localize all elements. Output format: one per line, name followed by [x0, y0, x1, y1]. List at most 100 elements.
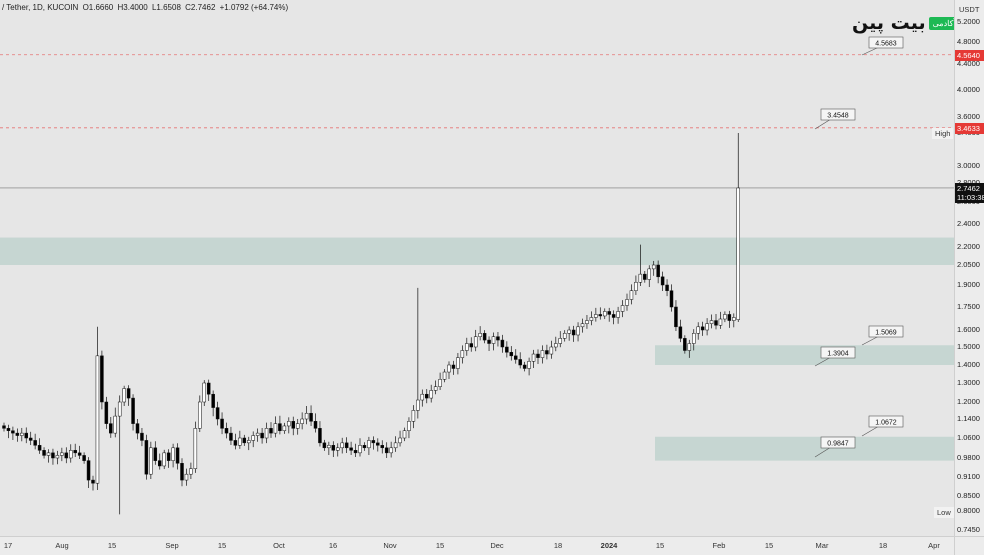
chart-area[interactable]: 4.5683 3.4548 1.5069 1.3904 1.0672 0.9847: [0, 0, 954, 536]
candle-body: [69, 450, 73, 459]
candle-body: [380, 445, 384, 449]
candle-body: [554, 343, 558, 348]
candle-body: [206, 382, 211, 395]
candle: [660, 271, 665, 291]
candle: [46, 449, 51, 463]
time-tick-label: Aug: [55, 541, 69, 550]
candle: [549, 340, 554, 359]
candle: [229, 426, 233, 446]
callout-leader: [861, 425, 880, 437]
callout-leader: [814, 118, 832, 130]
candle-body: [611, 314, 616, 318]
price-tick-label: 1.4000: [957, 360, 980, 369]
candle-body: [669, 290, 674, 308]
time-tick-label: 16: [328, 541, 338, 550]
candle: [202, 380, 206, 407]
candle: [456, 352, 460, 375]
candle: [482, 330, 487, 344]
candle-body: [251, 435, 255, 441]
candle-body: [344, 442, 349, 449]
price-tick-label: 0.8500: [957, 491, 980, 500]
candle: [344, 437, 349, 453]
candle-body: [166, 452, 171, 461]
candle: [540, 345, 545, 364]
candle-body: [718, 318, 723, 326]
candle-body: [60, 452, 64, 456]
candle: [273, 416, 278, 438]
candle: [727, 310, 732, 328]
change-value: +1.0792 (+64.74%): [219, 3, 289, 12]
callout-box: [820, 436, 856, 449]
price-tick-label: 3.0000: [957, 161, 980, 170]
candle: [295, 418, 300, 435]
candle-body: [233, 440, 238, 446]
candle-body: [660, 276, 665, 286]
candle-body: [82, 455, 86, 461]
candle-body: [607, 311, 611, 315]
callout-leader: [861, 46, 880, 56]
time-tick-label: 18: [878, 541, 888, 550]
candle: [269, 422, 273, 438]
candle-body: [598, 314, 603, 317]
callout-label: 4.5683: [875, 40, 897, 47]
candle: [362, 442, 367, 451]
candle: [580, 318, 585, 333]
candle-body: [594, 314, 598, 318]
candle-body: [625, 299, 629, 306]
candle-body: [42, 450, 46, 456]
candle-body: [696, 326, 700, 334]
candle: [122, 385, 126, 407]
time-axis[interactable]: 17 Aug 15 Sep 15 Oct 16 Nov 15 Dec 18 2024 15 Feb 15 Ma…: [0, 536, 954, 555]
candle: [367, 436, 371, 456]
candle-body: [64, 452, 69, 459]
candle: [567, 326, 571, 341]
candle-body: [545, 350, 549, 355]
candle: [264, 422, 269, 444]
candle: [407, 417, 411, 439]
candle-body: [505, 346, 509, 353]
candle-body: [224, 428, 229, 434]
price-axis[interactable]: USDT 5.20004.80004.40004.00003.60003.400…: [954, 0, 984, 536]
candle: [634, 275, 638, 296]
time-tick-label: 2024: [600, 541, 618, 550]
time-tick-label: Nov: [383, 541, 397, 550]
candle: [433, 380, 438, 395]
currency-label: USDT: [959, 5, 980, 14]
symbol-title: / Tether, 1D, KUCOIN: [2, 3, 79, 12]
candle: [113, 407, 117, 438]
time-tick-label: Oct: [273, 541, 285, 550]
support-resistance-zone: [0, 237, 954, 265]
candle-body: [77, 452, 82, 456]
candle: [327, 441, 331, 456]
candle: [247, 436, 251, 451]
time-tick-label: 18: [553, 541, 563, 550]
candle-body: [353, 450, 358, 454]
callout-leader: [814, 356, 832, 367]
time-tick-label: 17: [3, 541, 13, 550]
candle-body: [723, 314, 727, 320]
candle-body: [153, 447, 158, 461]
candle-body: [531, 353, 536, 362]
candle: [638, 244, 643, 286]
candle-body: [189, 468, 193, 475]
candle: [251, 431, 255, 448]
time-tick-label: 15: [655, 541, 665, 550]
candle-body: [215, 407, 220, 420]
candle: [643, 271, 647, 283]
candle: [616, 306, 620, 324]
candle: [77, 445, 82, 460]
candle: [282, 422, 287, 434]
candle: [389, 441, 393, 458]
callout-box: [820, 346, 856, 359]
candle-body: [473, 336, 478, 348]
candle: [447, 361, 451, 379]
candle-body: [37, 445, 42, 451]
candle: [411, 405, 416, 429]
candle: [371, 436, 376, 450]
candle: [2, 422, 6, 432]
candle: [527, 357, 531, 376]
candle-body: [269, 428, 273, 434]
candle-body: [117, 401, 122, 417]
price-tick-label: 0.7450: [957, 525, 980, 534]
symbol-info: / Tether, 1D, KUCOIN O1.6660 H3.4000 L1.…: [2, 3, 290, 12]
